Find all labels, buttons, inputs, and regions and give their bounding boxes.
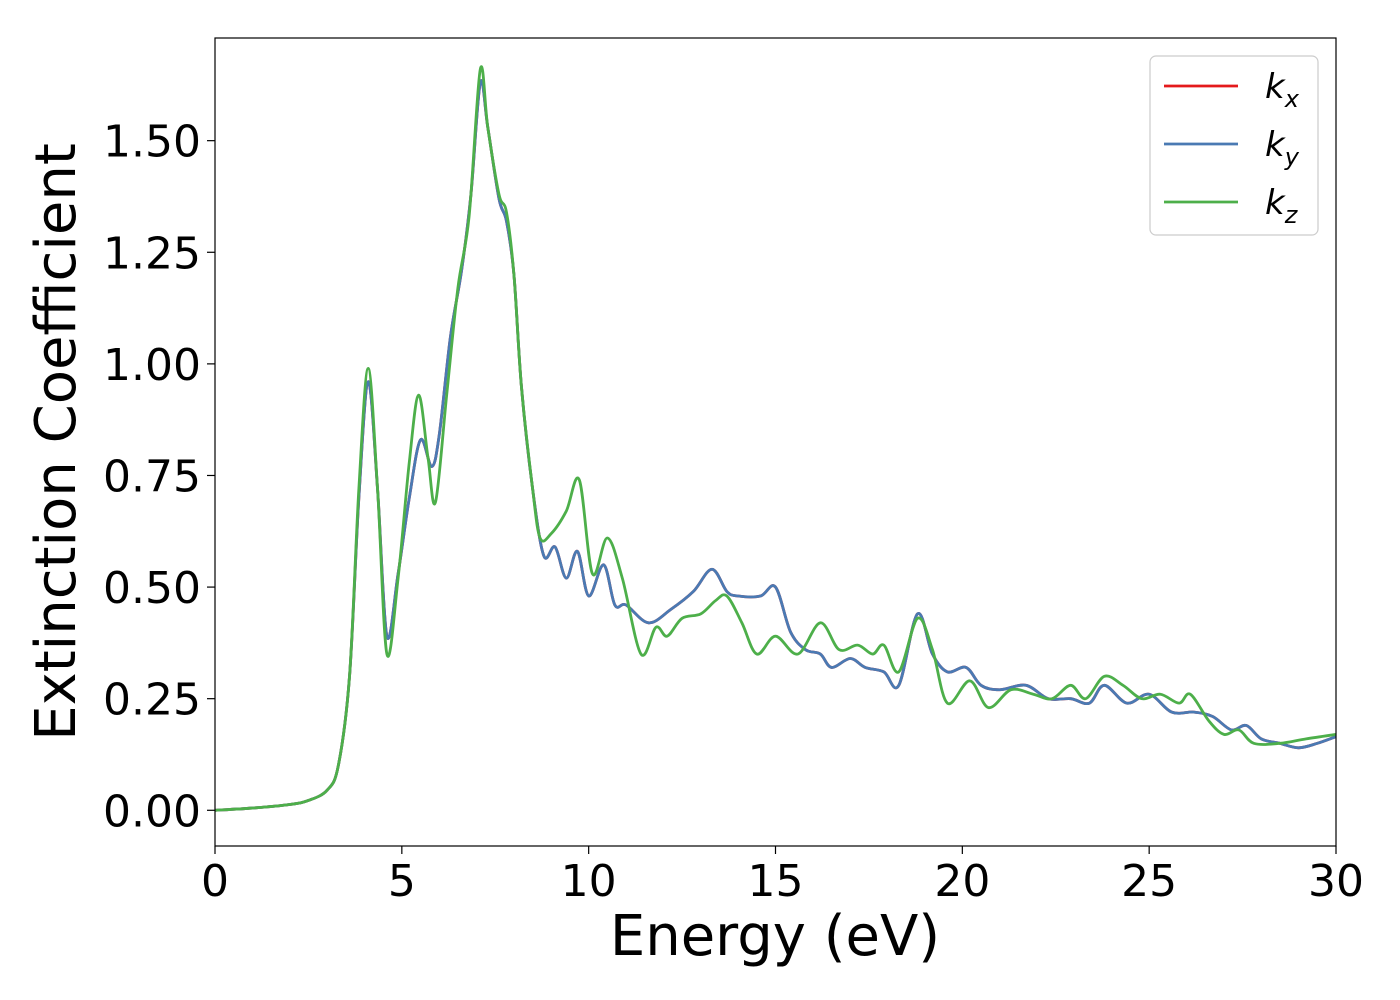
x-tick-label: 10 [561,856,617,907]
y-tick-label: 1.50 [103,117,201,168]
x-tick-label: 0 [201,856,229,907]
x-tick-label: 30 [1308,856,1364,907]
y-axis-ticks: 0.00 0.25 0.50 0.75 1.00 1.25 1.50 [103,117,215,837]
x-tick-label: 20 [934,856,990,907]
series-line-k-z [215,65,1336,812]
legend-items: kx ky kz [1164,67,1300,229]
legend-label-k-y: ky [1265,125,1300,171]
x-tick-label: 5 [388,856,416,907]
y-tick-label: 0.50 [103,563,201,614]
series-layer [215,65,1336,812]
y-axis-label: Extinction Coefficient [24,143,89,741]
legend-box [1149,55,1319,236]
legend-label-k-x: kx [1265,67,1300,113]
x-axis-ticks: 0 5 10 15 20 25 30 [201,846,1364,907]
legend-label-k-z: kz [1265,183,1299,229]
legend: kx ky kz [1149,55,1319,236]
y-tick-label: 0.25 [103,675,201,726]
y-tick-label: 0.75 [103,451,201,502]
x-tick-label: 15 [748,856,804,907]
x-axis-label: Energy (eV) [610,904,940,969]
y-tick-label: 0.00 [103,786,201,837]
y-tick-label: 1.25 [103,228,201,279]
x-tick-label: 25 [1121,856,1177,907]
y-tick-label: 1.00 [103,340,201,391]
